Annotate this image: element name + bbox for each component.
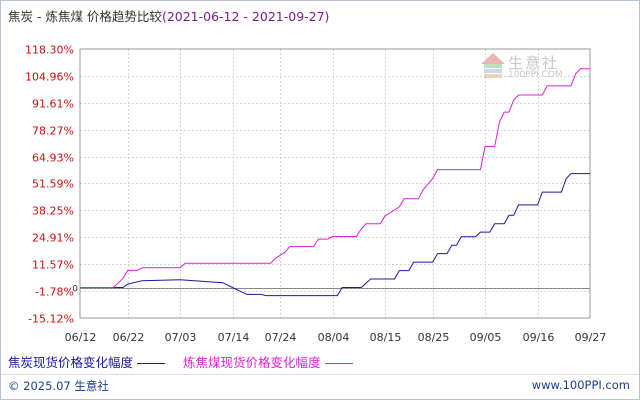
x-tick-label: 07/24: [265, 331, 297, 344]
y-tick-label: 118.30%: [25, 44, 74, 57]
footer-copyright: © 2025.07 生意社: [8, 378, 109, 394]
x-tick-label: 06/12: [65, 331, 97, 344]
y-tick-label: 64.93%: [32, 152, 74, 165]
legend-label-coking-coal: 炼焦煤现货价格变化幅度: [183, 355, 321, 370]
series-line-coke: [80, 174, 590, 296]
y-tick-label: 11.57%: [32, 259, 74, 272]
legend-item-coke: 焦炭现货价格变化幅度: [8, 352, 165, 371]
legend-swatch-coke: [137, 363, 165, 364]
footer-divider: [1, 374, 639, 375]
y-tick-label: 91.61%: [32, 98, 74, 111]
series-line-coking-coal: [80, 69, 590, 288]
footer-site-link[interactable]: www.100PPI.com: [532, 378, 630, 392]
x-tick-label: 07/03: [165, 331, 197, 344]
legend-swatch-coking-coal: [325, 363, 353, 364]
y-tick-label: -15.12%: [28, 313, 74, 326]
x-tick-label: 09/27: [575, 331, 607, 344]
x-tick-label: 06/22: [113, 331, 145, 344]
zero-label: 0: [72, 285, 78, 295]
x-tick-label: 09/16: [523, 331, 555, 344]
legend-label-coke: 焦炭现货价格变化幅度: [8, 355, 133, 370]
x-tick-label: 07/14: [218, 331, 250, 344]
x-tick-label: 08/25: [418, 331, 450, 344]
y-tick-label: 24.91%: [32, 232, 74, 245]
x-tick-label: 08/04: [318, 331, 350, 344]
legend-item-coking-coal: 炼焦煤现货价格变化幅度: [183, 352, 353, 371]
y-tick-label: -1.78%: [35, 286, 74, 299]
x-tick-label: 09/05: [470, 331, 502, 344]
y-tick-label: 51.59%: [32, 178, 74, 191]
chart-legend: 焦炭现货价格变化幅度 炼焦煤现货价格变化幅度: [8, 352, 367, 371]
y-tick-label: 78.27%: [32, 125, 74, 138]
y-tick-label: 104.96%: [25, 71, 74, 84]
x-tick-label: 08/15: [370, 331, 402, 344]
y-tick-label: 38.25%: [32, 205, 74, 218]
